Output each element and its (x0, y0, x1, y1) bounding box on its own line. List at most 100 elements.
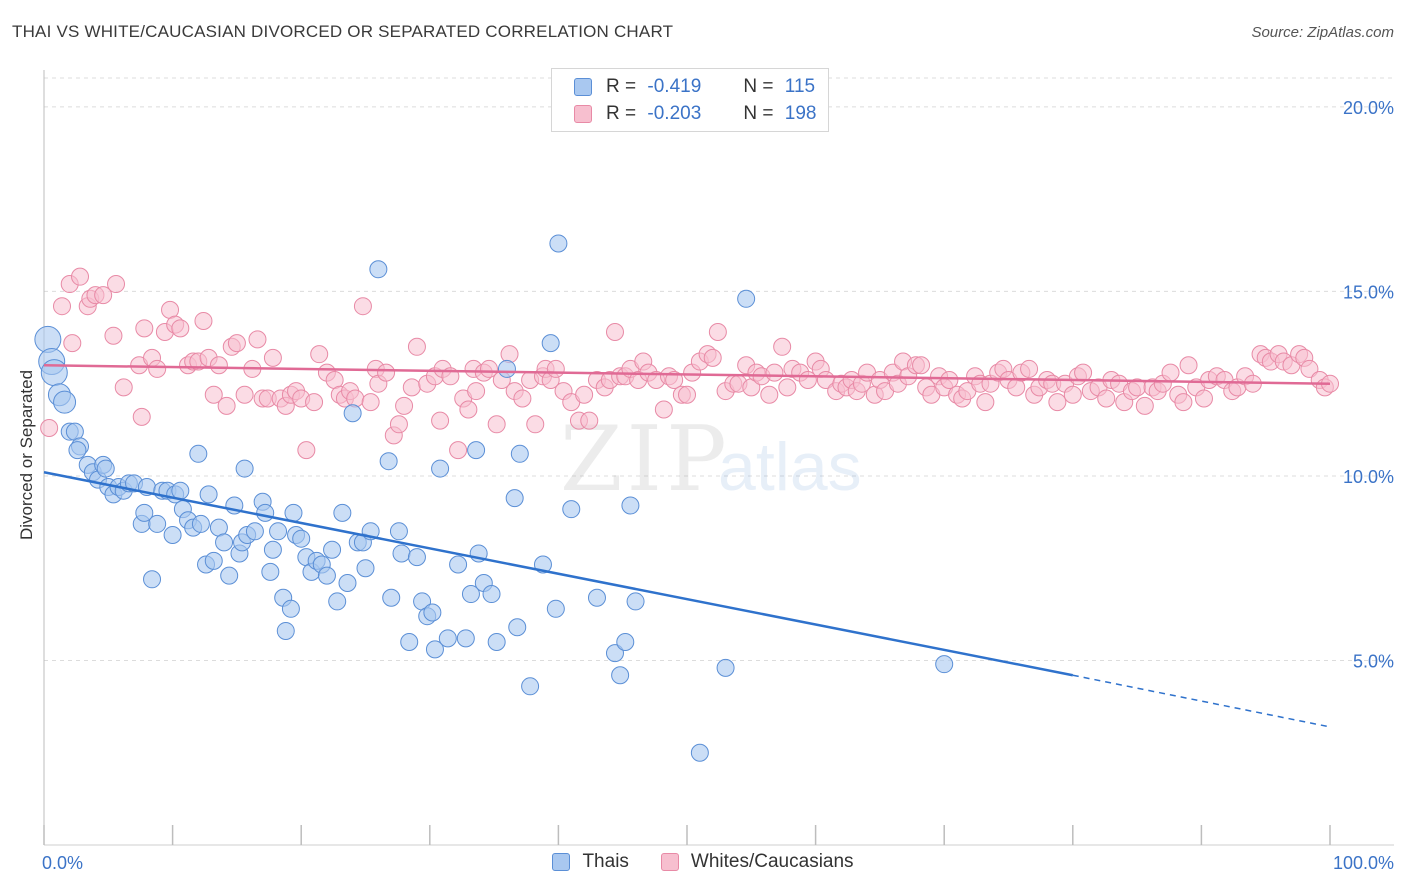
data-point-thais (53, 390, 77, 414)
legend-r-label: R = (606, 76, 637, 97)
data-point-whites (760, 385, 779, 404)
data-point-thais (616, 633, 635, 652)
y-tick-label: 15.0% (1343, 282, 1394, 302)
data-point-thais (467, 441, 486, 460)
data-point-whites (487, 415, 506, 434)
legend-swatch-pink (660, 853, 679, 871)
data-point-thais (343, 404, 362, 423)
data-point-whites (1020, 359, 1039, 378)
data-point-thais (497, 359, 516, 378)
data-point-thais (389, 522, 408, 541)
data-point-whites (605, 323, 624, 342)
data-point-whites (135, 319, 154, 338)
axes (43, 70, 1394, 846)
data-point-whites (389, 415, 408, 434)
data-point-thais (220, 566, 239, 585)
data-point-thais (338, 573, 357, 592)
data-point-whites (377, 363, 396, 382)
data-point-whites (976, 393, 995, 412)
data-point-whites (773, 337, 792, 356)
data-point-whites (1161, 363, 1180, 382)
data-point-thais (215, 533, 234, 552)
data-point-thais (611, 666, 630, 685)
data-point-whites (1300, 359, 1319, 378)
legend-swatch-blue (574, 78, 592, 96)
data-point-thais (562, 500, 581, 519)
data-point-thais (541, 334, 560, 353)
data-point-whites (227, 334, 246, 353)
data-point-thais (438, 629, 457, 648)
stats-legend: R = -0.419 N = 115 R = -0.203 N = 198 (551, 68, 829, 132)
data-point-whites (204, 385, 223, 404)
data-point-thais (382, 588, 401, 607)
data-point-thais (245, 522, 264, 541)
data-point-thais (163, 526, 182, 544)
data-point-whites (580, 411, 599, 430)
data-point-whites (346, 389, 365, 408)
data-point-whites (1194, 389, 1213, 408)
series-thais-points (34, 234, 954, 762)
data-point-whites (575, 385, 594, 404)
data-point-whites (912, 356, 931, 375)
data-point-thais (148, 514, 167, 533)
data-point-whites (104, 326, 123, 345)
y-tick-labels: 5.0% 10.0% 15.0% 20.0% (1343, 98, 1394, 672)
data-point-whites (1074, 363, 1093, 382)
data-point-thais (456, 629, 475, 648)
data-point-thais (487, 633, 506, 652)
data-point-whites (71, 267, 90, 286)
data-point-thais (935, 655, 954, 674)
data-point-thais (199, 485, 218, 504)
data-point-thais (431, 459, 450, 478)
data-point-thais (281, 599, 300, 618)
data-point-thais (40, 359, 68, 387)
data-point-whites (703, 348, 722, 367)
data-point-thais (317, 566, 336, 585)
data-point-thais (400, 633, 419, 652)
data-point-whites (479, 359, 498, 378)
data-point-thais (323, 540, 342, 559)
data-point-thais (605, 644, 624, 663)
data-point-whites (132, 407, 151, 426)
data-point-whites (148, 359, 167, 378)
data-point-whites (361, 393, 380, 412)
data-point-thais (626, 592, 645, 611)
legend-r-value: -0.419 (647, 76, 702, 97)
legend-row-whites: R = -0.203 N = 198 (574, 102, 816, 126)
data-point-thais (521, 677, 540, 696)
data-point-thais (546, 599, 565, 618)
data-point-thais (379, 452, 398, 471)
data-point-whites (1135, 396, 1154, 415)
data-point-whites (431, 411, 450, 430)
trend-line-thais (43, 471, 1074, 677)
zipatlas-watermark: ZIP atlas (560, 407, 862, 512)
data-point-thais (143, 570, 162, 589)
y-tick-label: 10.0% (1343, 467, 1394, 487)
data-point-thais (369, 260, 388, 279)
data-point-whites (235, 385, 254, 404)
data-point-thais (135, 503, 154, 522)
data-point-whites (449, 441, 468, 460)
data-point-thais (508, 618, 527, 637)
data-point-whites (467, 382, 486, 401)
data-point-whites (1097, 389, 1116, 408)
data-point-whites (513, 389, 532, 408)
data-point-thais (292, 529, 311, 548)
data-point-thais (549, 234, 568, 253)
data-point-thais (449, 555, 468, 574)
trend-lines (43, 363, 1331, 728)
data-point-whites (94, 286, 113, 305)
data-point-whites (63, 334, 82, 353)
data-point-thais (716, 658, 735, 677)
data-point-whites (500, 345, 519, 364)
data-point-thais (461, 585, 480, 604)
data-point-thais (34, 325, 62, 353)
legend-label-thais: Thais (582, 851, 629, 872)
legend-r-value: -0.203 (647, 103, 702, 124)
data-point-whites (305, 393, 324, 412)
trend-line-thais-extension (1072, 674, 1331, 728)
data-point-thais (204, 551, 223, 570)
data-point-thais (690, 743, 709, 762)
data-point-whites (778, 378, 797, 397)
